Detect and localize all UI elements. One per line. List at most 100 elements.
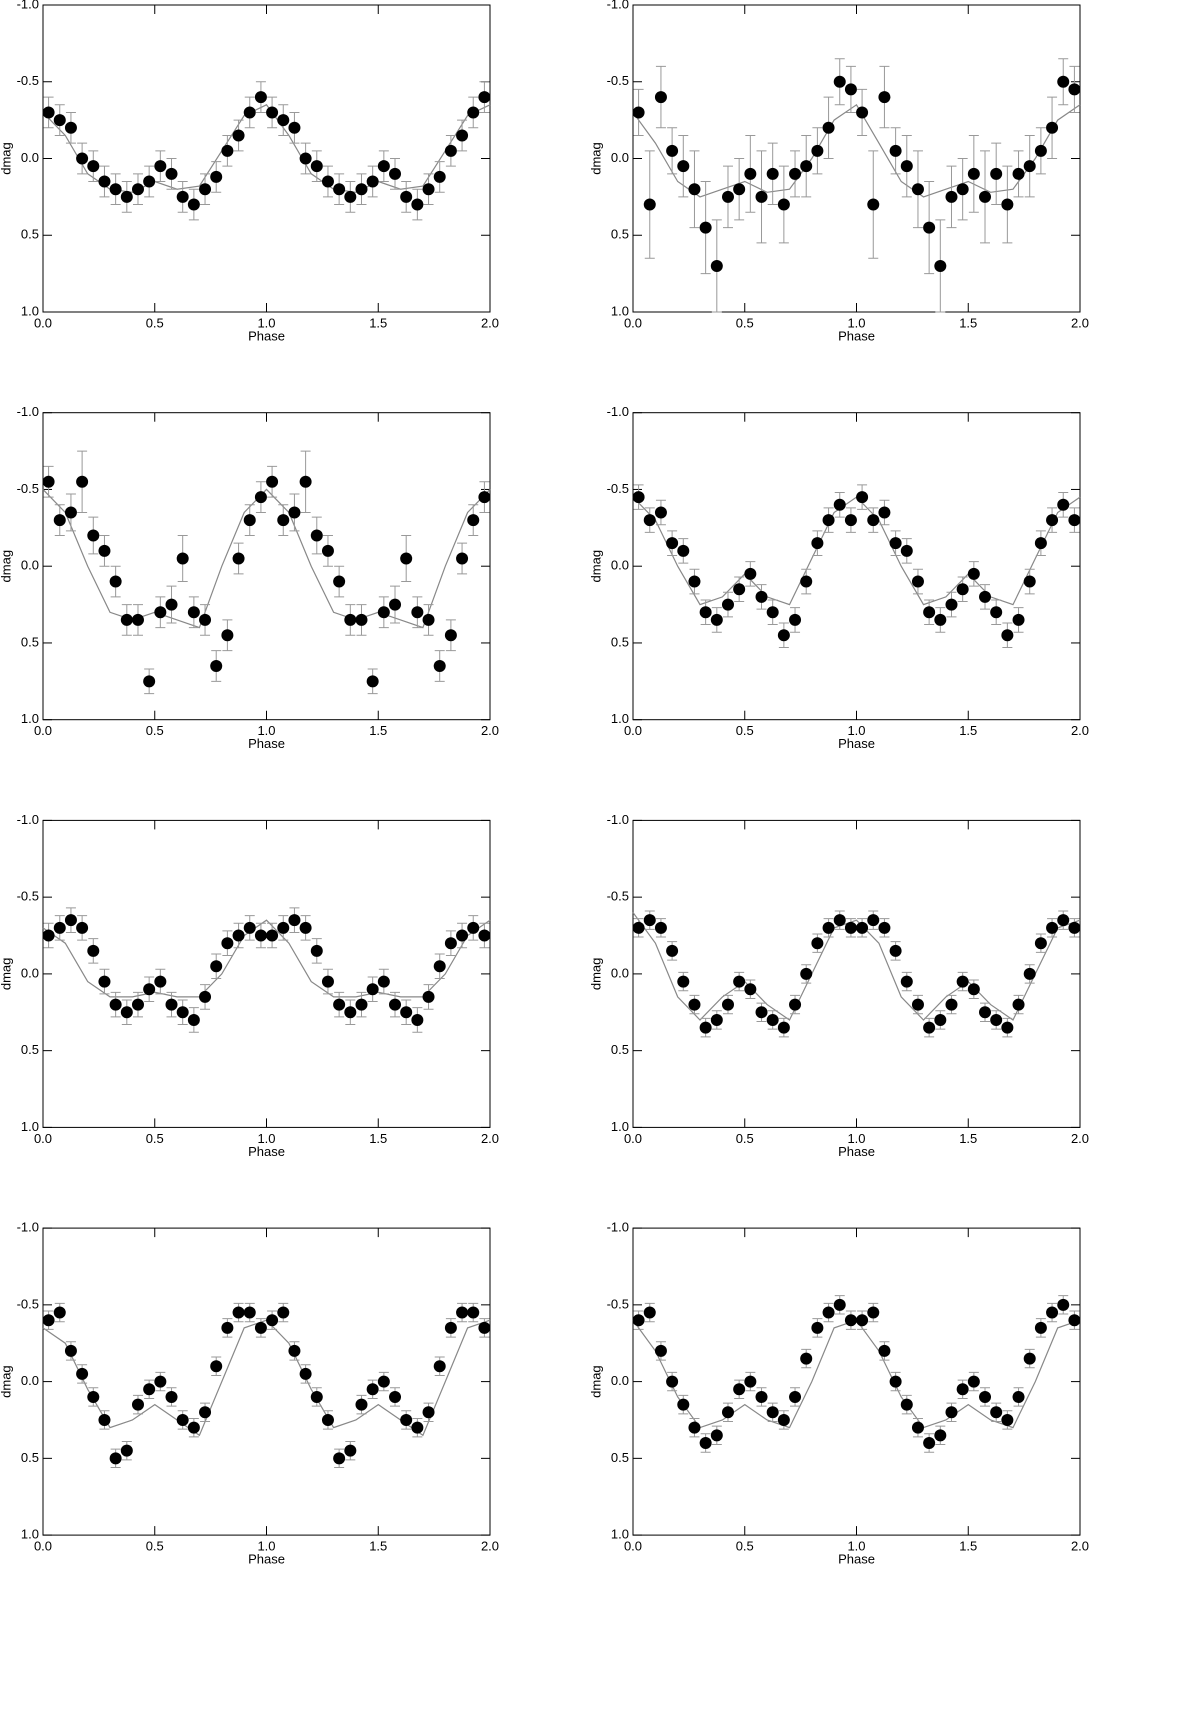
data-point — [98, 1413, 111, 1426]
y-tick-label: 0.5 — [21, 1042, 39, 1057]
data-point — [154, 160, 167, 173]
data-point — [945, 998, 958, 1011]
y-tick-label: -1.0 — [17, 0, 39, 11]
data-point — [478, 1321, 491, 1334]
data-point — [433, 170, 446, 183]
data-point — [1057, 498, 1070, 511]
data-point — [87, 944, 100, 957]
y-tick-label: -0.5 — [607, 1296, 629, 1311]
data-point — [143, 1383, 156, 1396]
data-point — [632, 921, 645, 934]
data-point — [900, 1398, 913, 1411]
data-point — [1068, 921, 1081, 934]
data-point — [64, 506, 77, 519]
data-point — [643, 914, 656, 927]
x-tick-label: 1.5 — [369, 1131, 387, 1146]
data-point — [889, 1375, 902, 1388]
data-point — [377, 1375, 390, 1388]
data-point — [833, 75, 846, 88]
data-point — [632, 1314, 645, 1327]
data-point — [654, 506, 667, 519]
data-point — [666, 944, 679, 957]
data-point — [299, 921, 312, 934]
data-point — [321, 175, 334, 188]
data-point — [53, 514, 66, 527]
data-point — [844, 514, 857, 527]
x-tick-label: 1.5 — [959, 723, 977, 738]
y-tick-label: -1.0 — [17, 404, 39, 419]
data-point — [990, 606, 1003, 619]
data-point — [643, 1306, 656, 1319]
plot-frame — [42, 412, 491, 721]
data-point — [688, 575, 701, 588]
data-point — [833, 498, 846, 511]
data-point — [677, 975, 690, 988]
x-tick-label: 0.5 — [146, 1131, 164, 1146]
fit-line — [42, 488, 491, 629]
y-tick-label: 0.0 — [611, 558, 629, 573]
x-tick-label: 1.0 — [257, 1539, 275, 1554]
data-point — [777, 198, 790, 211]
x-tick-label: 1.5 — [959, 1539, 977, 1554]
data-point — [109, 1452, 122, 1465]
data-point — [288, 1344, 301, 1357]
data-point — [389, 998, 402, 1011]
data-point — [456, 929, 469, 942]
data-point — [800, 160, 813, 173]
data-point — [165, 1390, 178, 1403]
data-point — [688, 998, 701, 1011]
x-tick-label: 0.5 — [736, 1131, 754, 1146]
data-point — [1068, 514, 1081, 527]
data-point — [221, 937, 234, 950]
y-tick-label: 1.0 — [21, 303, 39, 318]
x-axis-label: Phase — [838, 736, 875, 751]
data-point — [333, 575, 346, 588]
data-point — [878, 506, 891, 519]
data-point — [1034, 937, 1047, 950]
data-point — [744, 1375, 757, 1388]
data-point — [232, 129, 245, 142]
data-point — [210, 1360, 223, 1373]
y-tick-label: 0.5 — [21, 634, 39, 649]
data-point — [956, 1383, 969, 1396]
y-tick-label: -1.0 — [607, 1220, 629, 1235]
x-tick-label: 0.5 — [736, 1539, 754, 1554]
x-axis-label: Phase — [248, 1144, 285, 1159]
fit-line — [632, 496, 1081, 606]
data-point — [321, 544, 334, 557]
data-point — [232, 552, 245, 565]
data-point — [109, 575, 122, 588]
y-tick-label: 0.0 — [21, 965, 39, 980]
data-point — [844, 921, 857, 934]
data-point — [444, 937, 457, 950]
data-point — [632, 106, 645, 119]
data-point — [654, 921, 667, 934]
data-point — [154, 606, 167, 619]
y-tick-label: -1.0 — [607, 812, 629, 827]
panel: -1.0-0.50.00.51.00.0 0.5 1.0 1.5 2.0Phasedma… — [588, 404, 1089, 751]
data-point — [833, 1298, 846, 1311]
data-point — [967, 167, 980, 180]
data-point — [98, 544, 111, 557]
data-point — [800, 575, 813, 588]
data-point — [889, 144, 902, 157]
data-point — [744, 567, 757, 580]
data-point — [911, 183, 924, 196]
data-point — [221, 1321, 234, 1334]
y-tick-label: 1.0 — [21, 1527, 39, 1542]
data-point — [456, 129, 469, 142]
data-point — [822, 1306, 835, 1319]
x-tick-label: 2.0 — [1071, 315, 1089, 330]
data-point — [254, 491, 267, 504]
x-tick-label: 1.0 — [847, 315, 865, 330]
data-point — [979, 1006, 992, 1019]
data-point — [210, 659, 223, 672]
data-point — [911, 575, 924, 588]
data-point — [789, 998, 802, 1011]
y-tick-label: 0.0 — [21, 150, 39, 165]
data-point — [355, 613, 368, 626]
data-point — [478, 491, 491, 504]
data-point — [422, 613, 435, 626]
data-point — [344, 1444, 357, 1457]
data-point — [232, 929, 245, 942]
